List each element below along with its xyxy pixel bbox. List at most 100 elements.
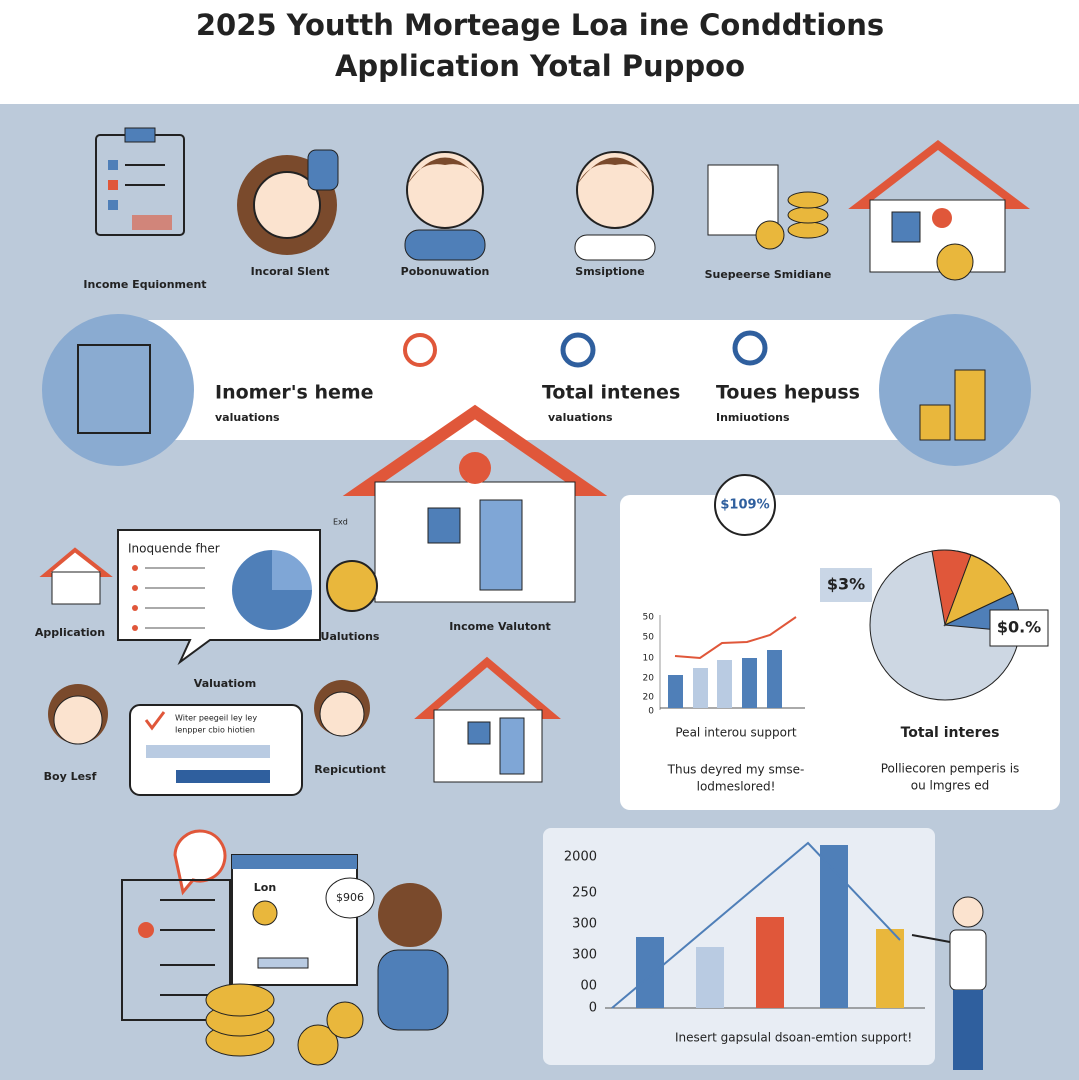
shape	[257, 957, 309, 969]
icon-label: Pobonuwation	[401, 265, 490, 278]
chart-caption: Inesert gapsulal dsoan-emtion support!	[675, 1031, 912, 1045]
coin-icon	[560, 332, 596, 368]
shape	[377, 949, 449, 1031]
shape	[326, 1001, 364, 1039]
pie-note: ou lmgres ed	[911, 779, 990, 793]
shape	[944, 554, 1014, 626]
title-line: Application Yotal Puppoo	[335, 49, 745, 83]
form-text: Witer peegeil ley ley	[175, 714, 257, 723]
band-circle	[42, 314, 194, 466]
chart-caption: Peal interou support	[675, 726, 797, 740]
shape	[121, 879, 231, 1021]
y-tick-label: 20	[643, 693, 655, 703]
badge	[714, 474, 776, 536]
shape	[499, 717, 525, 775]
shape	[132, 625, 138, 631]
clipboard-icon	[77, 344, 151, 434]
pie-icon	[272, 550, 312, 590]
shape	[132, 215, 172, 230]
band-sub: Inmiuotions	[716, 411, 790, 424]
band-sub: valuations	[215, 411, 280, 424]
document-illustration	[121, 829, 449, 1066]
bubble-title: Inoquende fher	[128, 542, 220, 556]
shape	[787, 206, 829, 224]
shape	[577, 157, 653, 185]
shape	[936, 243, 974, 281]
clipboard-icon	[95, 127, 185, 236]
shape	[876, 929, 904, 1008]
shape	[108, 180, 118, 190]
y-tick-label: 00	[580, 979, 597, 994]
form-text: Ienpper cbio hiotien	[175, 726, 255, 735]
title-line: 2025 Youtth Morteage Loa ine Conddtions	[196, 8, 884, 42]
shape	[138, 922, 154, 938]
pie-caption: Total interes	[901, 725, 1000, 741]
shape	[742, 658, 757, 708]
shape	[693, 668, 708, 708]
chart-note: Thus deyred my smse-	[667, 763, 805, 777]
shape	[297, 1024, 339, 1066]
band	[110, 320, 960, 440]
shape	[820, 845, 848, 1008]
shape	[307, 149, 339, 191]
shape	[755, 220, 785, 250]
shape	[325, 877, 375, 919]
shape	[952, 896, 984, 928]
shape	[953, 990, 983, 1070]
shape	[427, 507, 461, 544]
big-house	[342, 404, 608, 603]
shape	[404, 229, 486, 261]
shape	[53, 695, 103, 745]
shape	[668, 675, 683, 708]
coins-icon	[919, 369, 986, 441]
shape	[253, 171, 321, 239]
label: Repicutiont	[314, 763, 386, 776]
presenter	[911, 896, 987, 1070]
icon-label: Smsiptione	[575, 265, 644, 278]
pie-note: Polliecoren pemperis is	[881, 762, 1020, 776]
small-label: Exd	[333, 518, 348, 527]
y-tick-label: 2000	[564, 850, 597, 865]
shape	[108, 200, 118, 210]
pie-label: $0.%	[997, 618, 1041, 637]
shape	[787, 191, 829, 209]
coin-icon	[403, 333, 437, 367]
chart-note: lodmeslored!	[697, 780, 776, 794]
shape	[205, 983, 275, 1017]
shape	[756, 917, 784, 1008]
y-tick-label: 0	[589, 1001, 597, 1016]
icon-label: Suepeerse Smidiane	[705, 268, 832, 281]
check-icon	[144, 711, 166, 731]
badge-text: $109%	[720, 498, 769, 513]
label: Income Valutont	[449, 620, 551, 633]
y-tick-label: 300	[572, 917, 597, 932]
shape	[132, 565, 138, 571]
shape	[132, 605, 138, 611]
shape	[433, 709, 543, 783]
shape	[574, 234, 656, 261]
shape	[108, 160, 118, 170]
shape	[932, 208, 952, 228]
house-icon	[848, 139, 1030, 281]
icon-label: Income Equionment	[83, 278, 206, 291]
shape	[406, 151, 484, 229]
face-icon	[237, 149, 339, 255]
mini-ticks: 50 50 10 20 20 0	[643, 613, 655, 717]
band-title: Total intenes	[542, 382, 680, 404]
pie-label: $3%	[827, 575, 865, 594]
y-tick-label: 0	[648, 707, 654, 717]
bubble-text: $906	[336, 891, 364, 904]
shape	[51, 571, 101, 605]
bubble-list	[132, 565, 205, 631]
pie-label-box	[820, 568, 872, 602]
shape	[696, 947, 724, 1008]
shape	[232, 855, 357, 869]
shape	[767, 650, 782, 708]
label: Application	[35, 626, 105, 639]
shape	[132, 585, 138, 591]
band-sub: valuations	[548, 411, 613, 424]
coins-icon	[707, 164, 829, 250]
coin-icon	[732, 330, 768, 366]
form-field	[146, 745, 270, 758]
shape	[374, 481, 576, 603]
